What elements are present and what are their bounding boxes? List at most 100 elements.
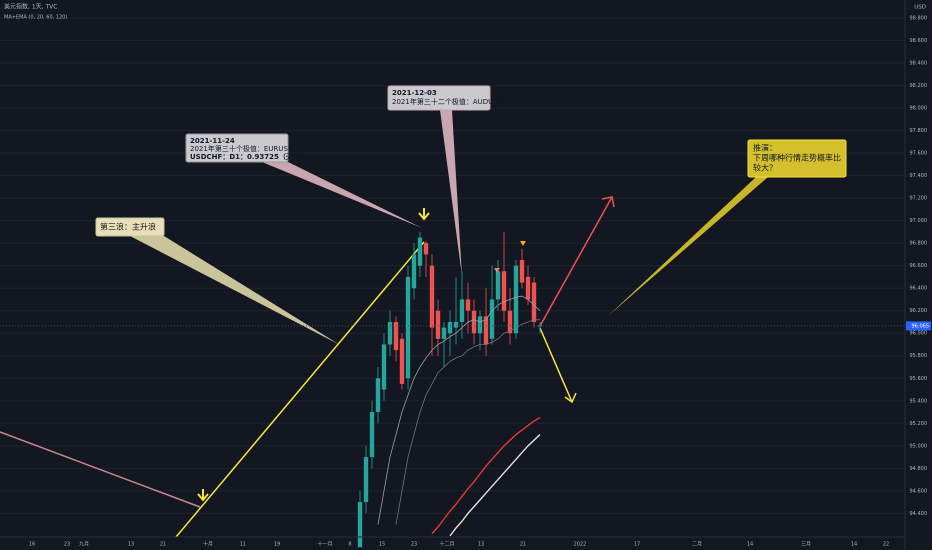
candle-body	[453, 321, 459, 328]
callout-text: 推演：	[753, 143, 777, 153]
x-tick-label: 九月	[79, 541, 89, 548]
candle-body	[471, 310, 477, 334]
y-tick-label: 96.400	[910, 286, 928, 292]
y-tick-label: 97.800	[910, 128, 928, 134]
candle-body	[357, 502, 363, 548]
y-tick-label: 97.400	[910, 173, 928, 179]
x-tick-label: 14	[851, 542, 857, 548]
candle-body	[477, 316, 483, 334]
ma-line	[377, 295, 541, 525]
y-tick-label: 98.600	[910, 38, 928, 44]
x-tick-label: 三月	[801, 542, 811, 548]
x-tick-label: 13	[478, 542, 484, 548]
axis: 94.400 94.600 94.800 95.000 95.200 95.400 95.6…	[29, 16, 931, 548]
y-tick-label: 97.600	[910, 151, 928, 157]
x-tick-label: 8	[348, 542, 351, 548]
y-tick-label: 98.400	[910, 61, 928, 67]
callout-pointer	[440, 110, 462, 276]
x-tick-label: 十二月	[439, 541, 454, 548]
candle-body	[375, 378, 381, 413]
ma-line	[431, 417, 541, 535]
y-tick-label: 95.200	[910, 421, 928, 427]
callout-pointer	[262, 162, 422, 228]
x-tick-label: 十一月	[317, 541, 332, 548]
candle-body	[501, 271, 507, 311]
candle-body	[429, 265, 435, 328]
y-tick-label: 97.000	[910, 218, 928, 224]
candle-body	[411, 254, 417, 289]
callout-text: 下周哪种行情走势概率比	[753, 153, 841, 163]
marker	[520, 241, 526, 246]
ma-line	[449, 434, 541, 537]
y-tick-label: 95.800	[910, 353, 928, 359]
callout-pointer	[608, 177, 768, 316]
candle-body	[393, 321, 399, 351]
y-tick-label: 94.600	[910, 488, 928, 494]
callout-box	[185, 133, 289, 163]
callout-text: 2021年第三十二个极值：AUDUSD	[392, 97, 503, 106]
plot	[0, 231, 905, 548]
marker	[494, 268, 500, 273]
candle-body	[465, 299, 471, 311]
last-price-label: 96.065	[912, 323, 930, 329]
x-tick-label: 2022	[574, 542, 587, 548]
candle-body	[483, 316, 489, 345]
y-tick-label: 96.200	[910, 308, 928, 314]
y-tick-label: 95.600	[910, 376, 928, 382]
candle-body	[363, 457, 369, 503]
x-tick-label: 13	[128, 542, 134, 548]
trend-line	[0, 431, 201, 508]
callout-pointer	[130, 236, 340, 345]
candle-body	[405, 276, 411, 379]
y-tick-label: 95.400	[910, 398, 928, 404]
candle-body	[459, 299, 465, 322]
candle-body	[495, 271, 501, 300]
callout-box	[387, 85, 491, 111]
x-tick-label: 23	[64, 542, 70, 548]
candle-body	[423, 243, 429, 255]
candle-body	[417, 237, 423, 266]
candle-body	[369, 412, 375, 458]
x-tick-label: 16	[29, 542, 35, 548]
callout-box	[95, 217, 165, 237]
chart-title: 美元指数, 1天, TVC	[4, 3, 57, 11]
currency: USD	[914, 5, 926, 11]
candle-body	[399, 338, 405, 384]
y-tick-label: 95.000	[910, 443, 928, 449]
marker	[418, 208, 430, 221]
y-tick-label: 98.000	[910, 106, 928, 112]
arrow	[539, 196, 613, 327]
arrow-head	[601, 196, 615, 208]
candle-body	[525, 276, 531, 300]
y-tick-label: 98.800	[910, 16, 928, 22]
candle-body	[441, 327, 447, 339]
callout-text: USDCHF：D1：0.93725（无损）	[190, 152, 307, 161]
candle-body	[531, 282, 537, 322]
y-tick-label: 96.000	[910, 331, 928, 337]
last-price-box	[906, 321, 931, 331]
callout-text: 2021-12-03	[392, 89, 437, 97]
y-tick-label: 98.200	[910, 83, 928, 89]
ma-line	[395, 319, 540, 525]
trend-line	[175, 241, 425, 538]
y-tick-label: 94.400	[910, 511, 928, 517]
callout-text: 较大？	[753, 163, 777, 173]
y-tick-label: 96.800	[910, 241, 928, 247]
candle-body	[435, 310, 441, 339]
x-tick-label: 21	[160, 542, 166, 548]
y-tick-label: 97.200	[910, 196, 928, 202]
x-tick-label: 21	[520, 542, 526, 548]
indicator-label: MA+EMA (0, 20, 60, 120)	[4, 15, 67, 21]
x-tick-label: 二月	[692, 542, 702, 548]
arrow	[539, 327, 573, 403]
x-tick-label: 17	[634, 542, 640, 548]
marker	[197, 489, 209, 502]
callout-text: 第三浪：主升浪	[100, 222, 156, 232]
candle-body	[519, 260, 525, 283]
x-tick-label: 14	[747, 542, 753, 548]
candle-body	[489, 299, 495, 339]
candle-body	[513, 265, 519, 334]
y-tick-label: 94.800	[910, 466, 928, 472]
